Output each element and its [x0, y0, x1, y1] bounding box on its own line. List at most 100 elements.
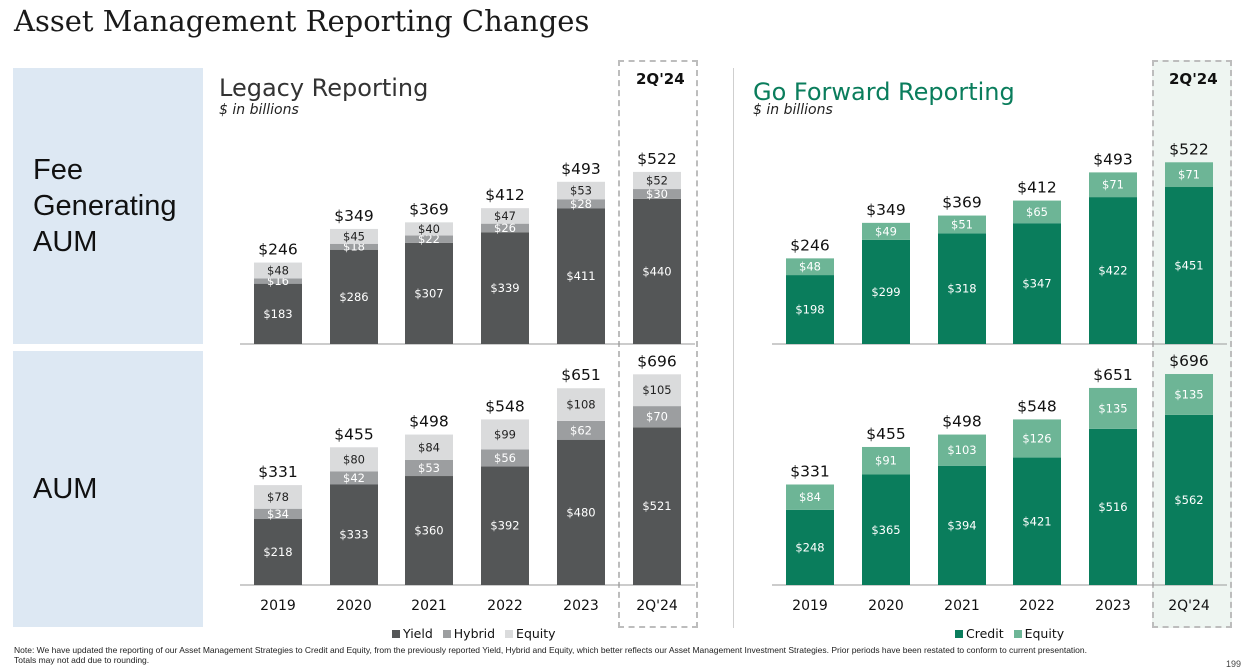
- legend-item-hybrid: Hybrid: [442, 626, 496, 641]
- legacy-fee-label-yield-2: $307: [414, 286, 443, 300]
- legacy-fee-bar-yield-2: [405, 242, 453, 344]
- forward-fee-label-equity-4: $71: [1102, 178, 1124, 192]
- legacy-fee-label-hybrid-2: $22: [418, 232, 440, 246]
- forward-aum-label-equity-4: $135: [1098, 401, 1127, 415]
- forward-aum-xtick-5: 2Q'24: [1168, 598, 1210, 614]
- forward-fee-label-equity-1: $49: [875, 224, 897, 238]
- forward-aum-bar-credit-5: [1165, 414, 1213, 585]
- forward-aum-label-equity-3: $126: [1022, 431, 1051, 445]
- forward-aum-bar-credit-1: [862, 474, 910, 585]
- forward-fee-total-2: $369: [942, 194, 981, 212]
- legacy-fee-bar-yield-3: [481, 232, 529, 344]
- forward-fee-bar-equity-3: [1013, 200, 1061, 224]
- legend-swatch-yield: [392, 629, 400, 638]
- legend-forward: Credit Equity: [955, 626, 1064, 641]
- page-title: Asset Management Reporting Changes: [14, 4, 590, 38]
- highlight-label-legacy: 2Q'24: [636, 70, 685, 88]
- legacy-aum-xtick-1: 2020: [336, 598, 372, 614]
- legacy-aum-label-equity-4: $108: [566, 398, 595, 412]
- forward-fee-total-3: $412: [1017, 179, 1056, 197]
- legacy-aum-bar-hybrid-4: [557, 420, 605, 440]
- forward-fee-bar-credit-1: [862, 239, 910, 344]
- legacy-aum-label-yield-1: $333: [339, 528, 368, 542]
- legacy-aum-label-equity-0: $78: [267, 490, 289, 504]
- legacy-fee-label-hybrid-5: $30: [646, 187, 668, 201]
- legacy-aum-xtick-3: 2022: [487, 598, 523, 614]
- row-label-aum: AUM: [13, 351, 203, 627]
- forward-aum-label-credit-4: $516: [1098, 500, 1127, 514]
- forward-fee-bar-credit-3: [1013, 223, 1061, 344]
- forward-title: Go Forward Reporting: [753, 78, 1015, 106]
- legacy-fee-bar-yield-5: [633, 198, 681, 344]
- forward-fee-bar-equity-4: [1089, 172, 1137, 198]
- forward-aum-total-4: $651: [1093, 366, 1132, 384]
- legacy-fee-label-hybrid-4: $28: [570, 197, 592, 211]
- forward-fee-total-5: $522: [1169, 140, 1208, 158]
- legacy-aum-bar-equity-4: [557, 388, 605, 421]
- legend-label-equity: Equity: [516, 626, 556, 641]
- legacy-fee-total-1: $349: [334, 207, 373, 225]
- charts-svg: $183$16$48$246$286$18$45$349$307$22$40$3…: [240, 140, 1227, 614]
- forward-fee-bar-credit-0: [786, 275, 834, 344]
- legacy-fee-bar-equity-2: [405, 222, 453, 236]
- forward-aum-total-5: $696: [1169, 352, 1208, 370]
- forward-fee-label-equity-5: $71: [1178, 168, 1200, 182]
- forward-fee-bar-equity-2: [938, 215, 986, 234]
- legacy-aum-xtick-2: 2021: [411, 598, 447, 614]
- legacy-aum-label-yield-0: $218: [263, 545, 292, 559]
- forward-fee-label-credit-2: $318: [947, 282, 976, 296]
- legacy-fee-label-equity-4: $53: [570, 184, 592, 198]
- legacy-aum-bar-hybrid-2: [405, 459, 453, 477]
- highlight-label-forward: 2Q'24: [1169, 70, 1218, 88]
- forward-aum-bar-equity-4: [1089, 387, 1137, 429]
- legacy-fee-bar-equity-3: [481, 208, 529, 224]
- legend-label-hybrid: Hybrid: [453, 626, 496, 641]
- legacy-aum-label-equity-1: $80: [343, 452, 365, 466]
- forward-fee-label-credit-5: $451: [1174, 259, 1203, 273]
- forward-aum-label-credit-2: $394: [947, 518, 976, 532]
- forward-aum-xtick-1: 2020: [868, 598, 904, 614]
- forward-fee-label-equity-3: $65: [1026, 205, 1048, 219]
- forward-aum-xtick-3: 2022: [1019, 598, 1055, 614]
- forward-fee-bar-credit-5: [1165, 187, 1213, 344]
- legacy-aum-label-yield-2: $360: [414, 524, 443, 538]
- legacy-aum-bar-equity-1: [330, 447, 378, 472]
- legacy-aum-label-hybrid-2: $53: [418, 461, 440, 475]
- legend-swatch-hybrid: [442, 629, 451, 638]
- forward-fee-bar-equity-1: [862, 222, 910, 240]
- legacy-fee-total-2: $369: [409, 200, 448, 218]
- legacy-fee-bar-hybrid-5: [633, 189, 681, 199]
- forward-fee-label-credit-4: $422: [1098, 264, 1127, 278]
- legacy-fee-label-equity-1: $45: [343, 229, 365, 243]
- legacy-fee-total-3: $412: [485, 186, 524, 204]
- forward-aum-bar-credit-3: [1013, 457, 1061, 585]
- forward-fee-label-credit-0: $198: [795, 303, 824, 317]
- forward-aum-label-credit-0: $248: [795, 540, 824, 554]
- legacy-aum-bar-hybrid-0: [254, 508, 302, 520]
- legacy-fee-label-equity-2: $40: [418, 222, 440, 236]
- legacy-aum-label-yield-3: $392: [490, 519, 519, 533]
- legacy-aum-total-5: $696: [637, 352, 676, 370]
- legacy-fee-bar-equity-5: [633, 171, 681, 190]
- legend-item-equity: Equity: [505, 626, 556, 641]
- legend-swatch-equity-forward: [1013, 629, 1022, 638]
- legacy-aum-bar-equity-5: [633, 374, 681, 407]
- forward-aum-bar-equity-2: [938, 434, 986, 466]
- legacy-fee-bar-yield-0: [254, 283, 302, 344]
- legacy-fee-bar-yield-4: [557, 208, 605, 344]
- legacy-aum-xtick-4: 2023: [563, 598, 599, 614]
- legacy-fee-label-yield-0: $183: [263, 307, 292, 321]
- forward-fee-bar-equity-5: [1165, 162, 1213, 188]
- legacy-aum-bar-yield-2: [405, 476, 453, 585]
- legacy-aum-xtick-0: 2019: [260, 598, 296, 614]
- forward-aum-bar-equity-0: [786, 484, 834, 510]
- forward-fee-total-4: $493: [1093, 150, 1132, 168]
- legacy-title: Legacy Reporting: [219, 74, 429, 102]
- forward-aum-bar-credit-0: [786, 509, 834, 585]
- forward-aum-bar-equity-3: [1013, 419, 1061, 458]
- legacy-aum-label-hybrid-3: $56: [494, 451, 516, 465]
- legacy-aum-label-hybrid-0: $34: [267, 507, 289, 521]
- forward-aum-label-credit-1: $365: [871, 523, 900, 537]
- legacy-fee-bar-equity-1: [330, 228, 378, 244]
- legacy-fee-total-5: $522: [637, 150, 676, 168]
